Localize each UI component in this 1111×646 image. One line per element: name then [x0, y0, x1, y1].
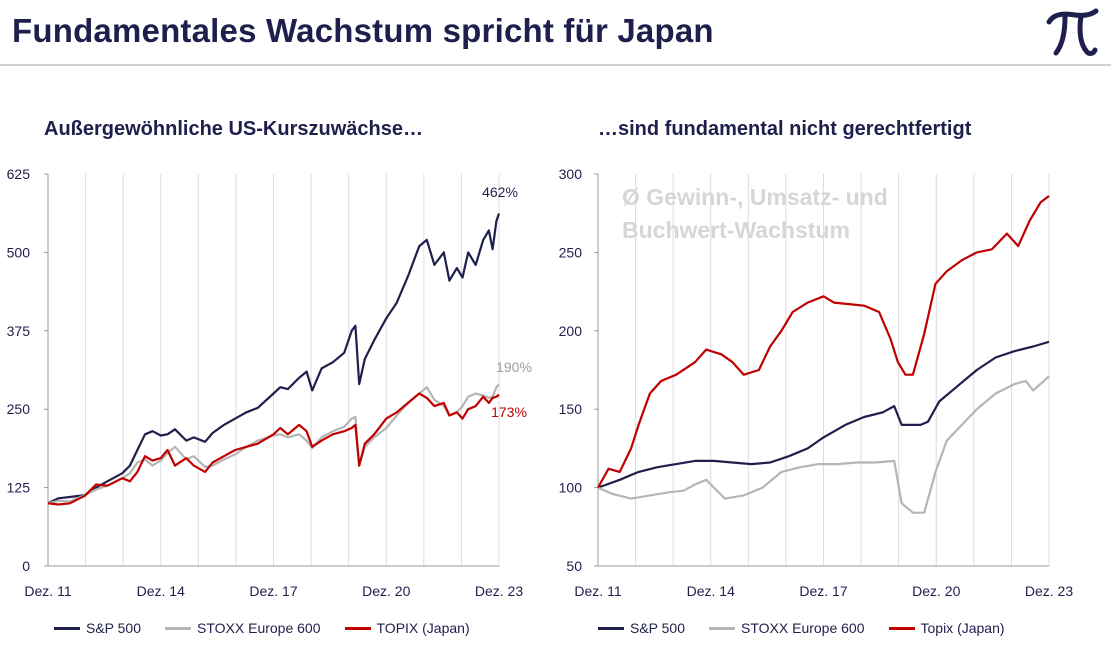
- legend-item: Topix (Japan): [888, 620, 1005, 636]
- series-line-topix-japan-: [47, 392, 500, 506]
- legend-item: STOXX Europe 600: [709, 620, 865, 636]
- right-legend: S&P 500 STOXX Europe 600 Topix (Japan): [598, 620, 1029, 636]
- x-tick-label: Dez. 17: [799, 583, 847, 599]
- y-tick-label: 100: [559, 480, 583, 496]
- legend-label: Topix (Japan): [920, 620, 1005, 636]
- legend-swatch: [709, 626, 736, 630]
- series-line-stoxx-europe-600: [597, 375, 1050, 514]
- right-chart-title: …sind fundamental nicht gerechtfertigt: [598, 118, 972, 140]
- left-legend: S&P 500 STOXX Europe 600 TOPIX (Japan): [54, 620, 494, 636]
- y-tick-label: 375: [7, 323, 31, 339]
- x-tick-label: Dez. 14: [687, 583, 735, 599]
- y-tick-label: 200: [559, 323, 583, 339]
- x-tick-label: Dez. 20: [912, 583, 960, 599]
- legend-item: STOXX Europe 600: [165, 620, 321, 636]
- legend-label: STOXX Europe 600: [741, 620, 865, 636]
- x-tick-label: Dez. 23: [475, 583, 523, 599]
- legend-label: S&P 500: [630, 620, 686, 636]
- page-title: Fundamentales Wachstum spricht für Japan: [12, 12, 714, 49]
- left-chart-title: Außergewöhnliche US-Kurszuwächse…: [44, 118, 423, 140]
- legend-item: S&P 500: [54, 620, 141, 636]
- legend-label: TOPIX (Japan): [376, 620, 470, 636]
- x-tick-label: Dez. 23: [1025, 583, 1073, 599]
- legend-item: TOPIX (Japan): [344, 620, 470, 636]
- y-tick-label: 500: [7, 244, 31, 260]
- x-tick-label: Dez. 14: [137, 583, 185, 599]
- y-tick-label: 150: [559, 401, 583, 417]
- page-header: Fundamentales Wachstum spricht für Japan: [0, 0, 1111, 66]
- legend-swatch: [888, 626, 915, 630]
- y-tick-label: 125: [7, 480, 31, 496]
- header-divider: [0, 64, 1111, 66]
- legend-swatch: [598, 626, 624, 630]
- y-tick-label: 50: [566, 558, 582, 574]
- legend-label: STOXX Europe 600: [197, 620, 321, 636]
- end-label: 173%: [491, 404, 527, 420]
- legend-label: S&P 500: [86, 620, 142, 636]
- legend-swatch: [54, 626, 80, 630]
- end-label: 190%: [496, 359, 532, 375]
- series-line-s-p-500: [597, 340, 1050, 489]
- y-tick-label: 300: [559, 166, 583, 182]
- series-line-s-p-500: [47, 213, 501, 505]
- pi-logo-icon: [1046, 8, 1099, 56]
- x-tick-label: Dez. 11: [24, 583, 71, 599]
- x-tick-label: Dez. 11: [574, 583, 621, 599]
- y-tick-label: 625: [7, 166, 31, 182]
- x-tick-label: Dez. 20: [362, 583, 410, 599]
- legend-swatch: [344, 626, 371, 630]
- annotation-text: Ø Gewinn-, Umsatz- und Buchwert-Wachstum: [622, 184, 888, 243]
- y-tick-label: 0: [22, 558, 30, 574]
- x-tick-label: Dez. 17: [249, 583, 297, 599]
- legend-item: S&P 500: [598, 620, 685, 636]
- y-tick-label: 250: [7, 401, 31, 417]
- legend-swatch: [165, 626, 192, 630]
- y-tick-label: 250: [559, 244, 583, 260]
- end-label: 462%: [482, 184, 518, 200]
- series-line-topix-japan-: [597, 195, 1050, 489]
